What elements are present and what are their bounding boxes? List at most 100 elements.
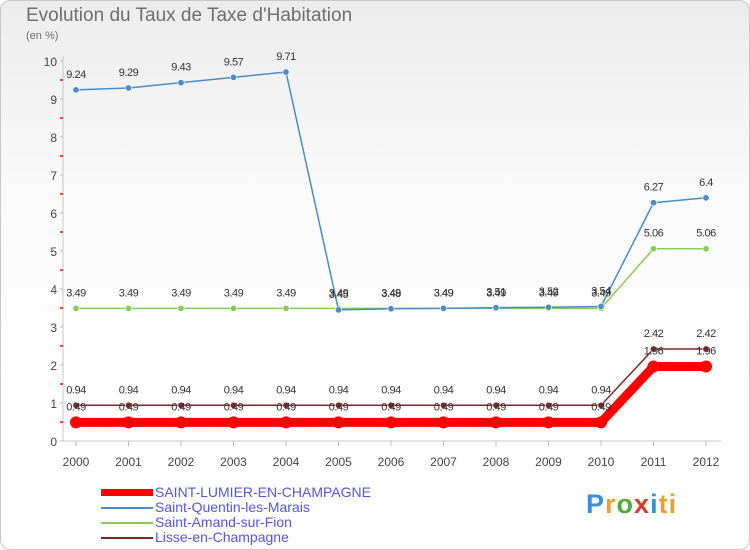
legend-label: Saint-Quentin-les-Marais bbox=[155, 499, 310, 515]
series-point bbox=[177, 79, 185, 87]
x-tick-label: 2000 bbox=[63, 455, 90, 469]
x-tick-label: 2011 bbox=[641, 455, 667, 469]
data-label: 0.49 bbox=[171, 401, 191, 413]
series-point bbox=[702, 194, 710, 202]
data-label: 3.49 bbox=[171, 287, 191, 299]
chart-title: Evolution du Taux de Taxe d'Habitation bbox=[26, 5, 353, 26]
series-point bbox=[649, 345, 657, 353]
data-label: 3.49 bbox=[276, 287, 296, 299]
series-point bbox=[230, 73, 238, 81]
data-label: 0.94 bbox=[224, 384, 244, 396]
x-tick-label: 2005 bbox=[325, 455, 352, 469]
series-point bbox=[227, 416, 240, 429]
y-tick-label: 8 bbox=[50, 131, 57, 145]
series-point bbox=[280, 416, 292, 429]
data-label: 2.42 bbox=[644, 328, 664, 340]
series-point bbox=[647, 360, 660, 373]
series-point bbox=[702, 245, 710, 253]
x-tick-label: 2012 bbox=[693, 455, 720, 469]
legend-label: Lisse-en-Champagne bbox=[155, 529, 289, 545]
data-label: 9.57 bbox=[224, 56, 244, 68]
series-point bbox=[334, 306, 342, 314]
series-point bbox=[439, 401, 447, 409]
data-label: 5.06 bbox=[644, 228, 664, 240]
y-tick-label: 5 bbox=[50, 245, 57, 259]
series-point bbox=[649, 199, 657, 207]
series-point bbox=[439, 304, 447, 312]
series-point bbox=[385, 416, 397, 429]
data-label: 3.52 bbox=[539, 286, 559, 298]
x-tick-label: 2010 bbox=[588, 455, 615, 469]
series-point bbox=[649, 245, 657, 253]
series-point bbox=[437, 416, 450, 429]
data-label: 0.49 bbox=[539, 401, 559, 413]
series-point bbox=[72, 401, 80, 409]
data-label: 3.54 bbox=[591, 285, 611, 297]
data-label: 3.49 bbox=[434, 287, 454, 299]
series-point bbox=[177, 401, 185, 409]
data-label: 1.96 bbox=[696, 346, 716, 358]
data-label: 3.49 bbox=[66, 287, 86, 299]
series-point bbox=[125, 401, 133, 409]
legend-label: SAINT-LUMIER-EN-CHAMPAGNE bbox=[155, 484, 371, 500]
series-point bbox=[542, 416, 555, 429]
series-point bbox=[282, 68, 290, 76]
series-point bbox=[702, 345, 710, 353]
series-point bbox=[492, 304, 500, 312]
data-label: 0.49 bbox=[119, 401, 139, 413]
series-line bbox=[76, 348, 706, 407]
data-label: 0.94 bbox=[171, 384, 191, 396]
proxiti-logo: Proxiti bbox=[586, 489, 678, 519]
series-point bbox=[332, 416, 345, 429]
data-label: 9.43 bbox=[171, 62, 191, 74]
data-label: 3.49 bbox=[591, 287, 611, 299]
y-tick-label: 6 bbox=[50, 207, 57, 221]
x-tick-label: 2009 bbox=[535, 455, 562, 469]
data-label: 0.49 bbox=[381, 401, 401, 413]
data-label: 3.49 bbox=[381, 287, 401, 299]
series-point bbox=[595, 416, 607, 429]
series-point bbox=[282, 401, 290, 409]
series-point bbox=[387, 401, 395, 409]
x-axis-ticks: 2000 2001 2002 2003 2004 2005 2006 2007 2008 2009… bbox=[63, 441, 720, 469]
x-tick-label: 2002 bbox=[168, 455, 195, 469]
series-point bbox=[230, 401, 238, 409]
series-point bbox=[230, 304, 238, 312]
data-label: 9.71 bbox=[276, 51, 296, 63]
series-point bbox=[597, 302, 605, 310]
data-label: 0.49 bbox=[66, 401, 86, 413]
data-label: 6.4 bbox=[699, 177, 713, 189]
series-point bbox=[72, 86, 80, 94]
series-point bbox=[334, 401, 342, 409]
chart-subtitle: (en %) bbox=[26, 30, 59, 42]
series-point bbox=[177, 304, 185, 312]
x-tick-label: 2004 bbox=[273, 455, 300, 469]
data-label: 3.45 bbox=[329, 289, 349, 301]
legend-label: Saint-Amand-sur-Fion bbox=[155, 514, 292, 530]
series-point bbox=[544, 401, 552, 409]
data-label: 0.94 bbox=[329, 384, 349, 396]
data-label: 3.49 bbox=[224, 287, 244, 299]
data-label: 3.49 bbox=[539, 287, 559, 299]
series-point bbox=[490, 416, 502, 429]
data-label: 0.49 bbox=[434, 401, 454, 413]
data-label: 0.49 bbox=[486, 401, 506, 413]
y-tick-label: 0 bbox=[50, 435, 57, 449]
y-tick-label: 10 bbox=[44, 55, 58, 69]
y-tick-label: 3 bbox=[50, 321, 57, 335]
data-label: 0.94 bbox=[66, 384, 86, 396]
series-point bbox=[492, 401, 500, 409]
data-label: 6.27 bbox=[644, 182, 664, 194]
data-label: 3.49 bbox=[434, 287, 454, 299]
data-label: 9.29 bbox=[119, 67, 139, 79]
series-point bbox=[125, 84, 133, 92]
data-label: 0.49 bbox=[224, 401, 244, 413]
data-label: 0.49 bbox=[591, 401, 611, 413]
data-label: 1.96 bbox=[644, 346, 664, 358]
series-point bbox=[700, 360, 712, 373]
y-axis-ticks: 0 1 2 3 4 5 6 7 8 9 10 bbox=[44, 55, 63, 449]
y-tick-label: 4 bbox=[50, 283, 57, 297]
legend-swatch bbox=[101, 489, 153, 496]
series-point bbox=[175, 416, 187, 429]
